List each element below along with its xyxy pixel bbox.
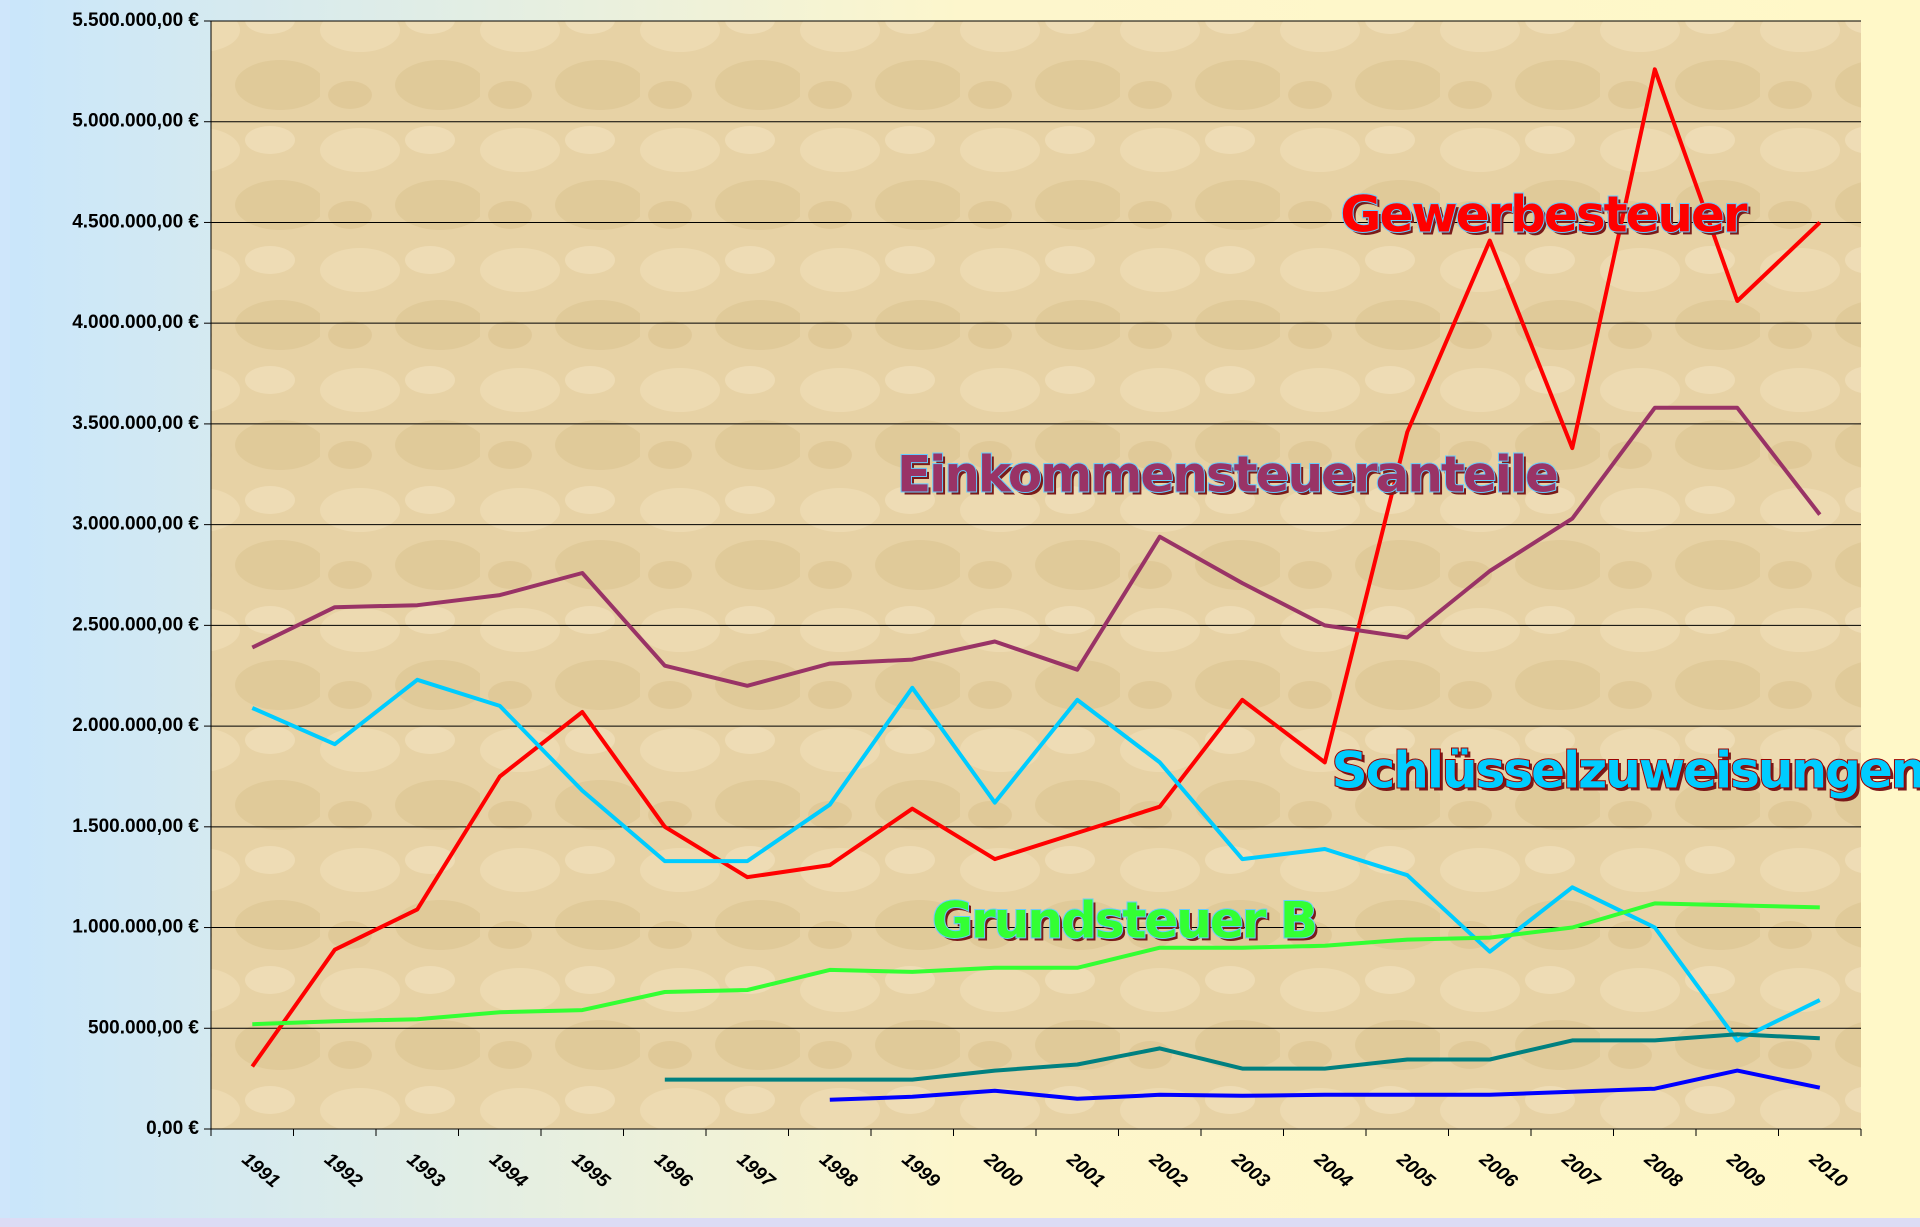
- y-tick-label: 0,00 €: [146, 1118, 199, 1139]
- series-line: [251, 677, 1821, 1043]
- y-tick-label: 2.000.000,00 €: [72, 715, 199, 736]
- series-line: [252, 901, 1820, 1027]
- series-line: [250, 67, 1822, 1068]
- series-label-shadow: Einkommensteueranteile: [900, 449, 1560, 507]
- y-tick-label: 3.000.000,00 €: [72, 514, 199, 535]
- series-line: [829, 1068, 1821, 1102]
- y-tick-label: 2.500.000,00 €: [72, 614, 199, 635]
- y-tick-label: 1.000.000,00 €: [72, 917, 199, 938]
- series-label-shadow: Grundsteuer B: [935, 895, 1319, 953]
- series-label-shadow: Schlüsselzuweisungen: [1335, 745, 1920, 803]
- series-line: [664, 1032, 1820, 1082]
- series-label: Schlüsselzuweisungen: [1332, 742, 1920, 800]
- y-tick-label: 1.500.000,00 €: [72, 816, 199, 837]
- series-label: Einkommensteueranteile: [897, 446, 1557, 504]
- series-label: Gewerbesteuer: [1340, 186, 1747, 244]
- bottom-bar: [0, 1218, 1920, 1227]
- series-label-shadow: Gewerbesteuer: [1343, 189, 1750, 247]
- y-tick-label: 4.500.000,00 €: [72, 211, 199, 232]
- series-line: [251, 405, 1822, 688]
- plot-area: [211, 21, 1861, 1129]
- y-tick-label: 5.000.000,00 €: [72, 111, 199, 132]
- left-border: [0, 0, 10, 1227]
- y-tick-label: 500.000,00 €: [88, 1017, 199, 1038]
- y-tick-label: 5.500.000,00 €: [72, 10, 199, 31]
- y-tick-label: 3.500.000,00 €: [72, 413, 199, 434]
- series-label: Grundsteuer B: [932, 892, 1316, 950]
- plot-layer: 0,00 € 500.000,00 € 1.000.000,00 € 1.500.00…: [72, 10, 1920, 1193]
- y-tick-label: 4.000.000,00 €: [72, 312, 199, 333]
